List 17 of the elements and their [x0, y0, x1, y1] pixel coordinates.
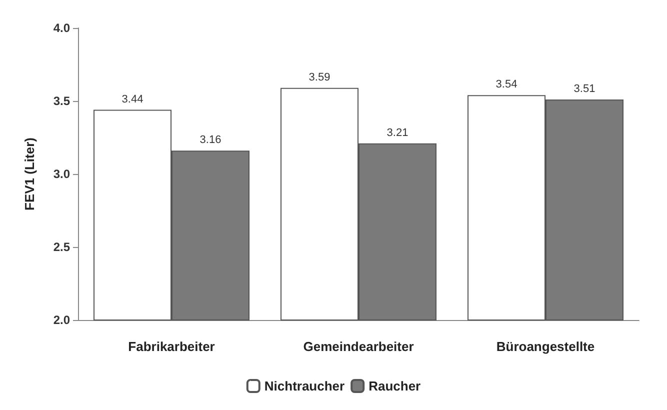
y-axis-title: FEV1 (Liter)	[22, 138, 37, 210]
x-tick-label: Büroangestellte	[496, 339, 595, 354]
y-tick-label: 3.0	[53, 167, 70, 181]
legend-label: Nichtraucher	[264, 378, 345, 394]
x-tick-label: Fabrikarbeiter	[128, 339, 215, 354]
data-label: 3.44	[122, 93, 144, 106]
data-label: 3.16	[200, 134, 222, 146]
x-tick-label: Gemeindearbeiter	[303, 339, 414, 354]
y-tick-label: 2.0	[53, 313, 70, 327]
data-label: 3.21	[386, 126, 408, 139]
legend-label: Raucher	[368, 378, 421, 394]
data-label: 3.54	[496, 78, 518, 91]
y-tick-label: 2.5	[53, 240, 70, 254]
data-label: 3.51	[574, 83, 596, 96]
y-tick-label: 3.5	[53, 94, 70, 108]
y-tick-label: 4.0	[53, 21, 70, 35]
data-label: 3.59	[308, 71, 330, 84]
